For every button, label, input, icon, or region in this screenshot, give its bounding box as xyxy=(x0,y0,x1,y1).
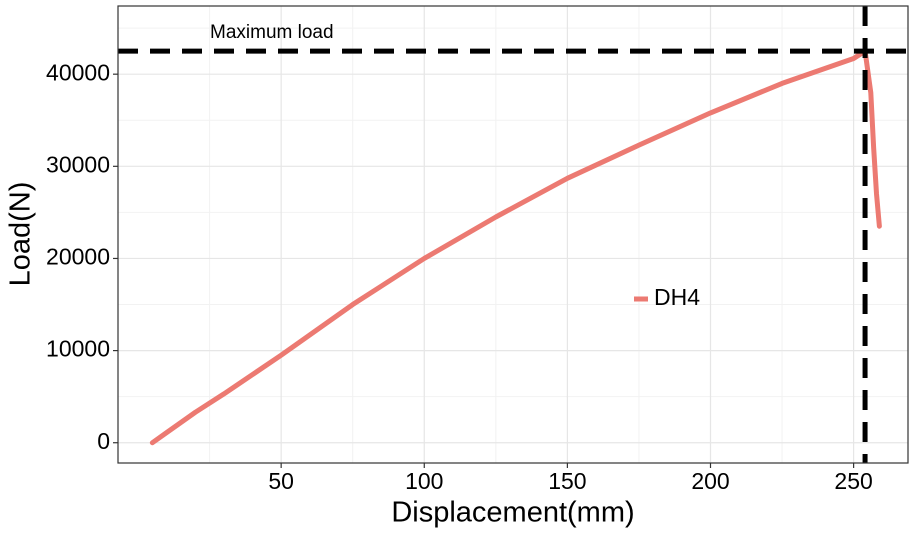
y-tick-label: 40000 xyxy=(46,59,110,85)
x-tick-label: 150 xyxy=(548,468,586,494)
x-tick-label: 200 xyxy=(691,468,729,494)
x-axis-title: Displacement(mm) xyxy=(391,497,634,529)
y-axis-title: Load(N) xyxy=(5,182,37,287)
data-line xyxy=(149,48,882,446)
plot-border xyxy=(117,5,909,464)
annotation: Maximum load xyxy=(210,22,334,43)
x-tick-label: 50 xyxy=(268,468,294,494)
y-tick-label: 20000 xyxy=(46,244,110,270)
x-tick-label: 250 xyxy=(834,468,872,494)
y-tick-label: 10000 xyxy=(46,336,110,362)
y-tick-label: 0 xyxy=(97,428,110,454)
y-tick-label: 30000 xyxy=(46,151,110,177)
legend-label: DH4 xyxy=(654,284,700,310)
x-tick-label: 100 xyxy=(405,468,443,494)
